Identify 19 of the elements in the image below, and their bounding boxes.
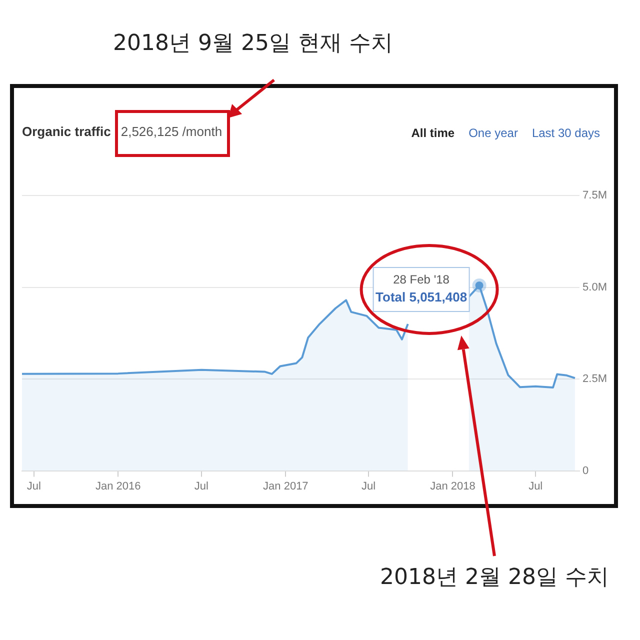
text: One year [468, 126, 518, 140]
chart-subtitle: 2,526,125 /month [120, 124, 222, 139]
text: All time [411, 126, 455, 140]
text: 2018년 9월 25일 현재 수치 [113, 30, 393, 58]
x-tick-label: Jan 2017 [263, 480, 308, 492]
annotation: 28 Feb '18 Total 5,051,408 [376, 272, 468, 304]
x-tick-label: Jul [26, 480, 41, 492]
text: Last 30 days [532, 126, 600, 140]
x-tick-label: Jul [361, 480, 376, 492]
x-tick-label: Jul [528, 480, 543, 492]
x-tick-label: Jul [194, 480, 208, 492]
text: 2018년 2월 28일 수치 [380, 564, 609, 592]
x-tick-label: Jan 2018 [430, 480, 476, 492]
y-tick-label: 0 [582, 464, 589, 477]
y-tick-label: 2.5M [582, 373, 608, 386]
chart-title: Organic traffic [22, 124, 111, 139]
x-tick-label: Jan 2016 [95, 480, 141, 492]
y-tick-label: 5.0M [582, 281, 608, 294]
y-tick-label: 7.5M [582, 190, 608, 202]
